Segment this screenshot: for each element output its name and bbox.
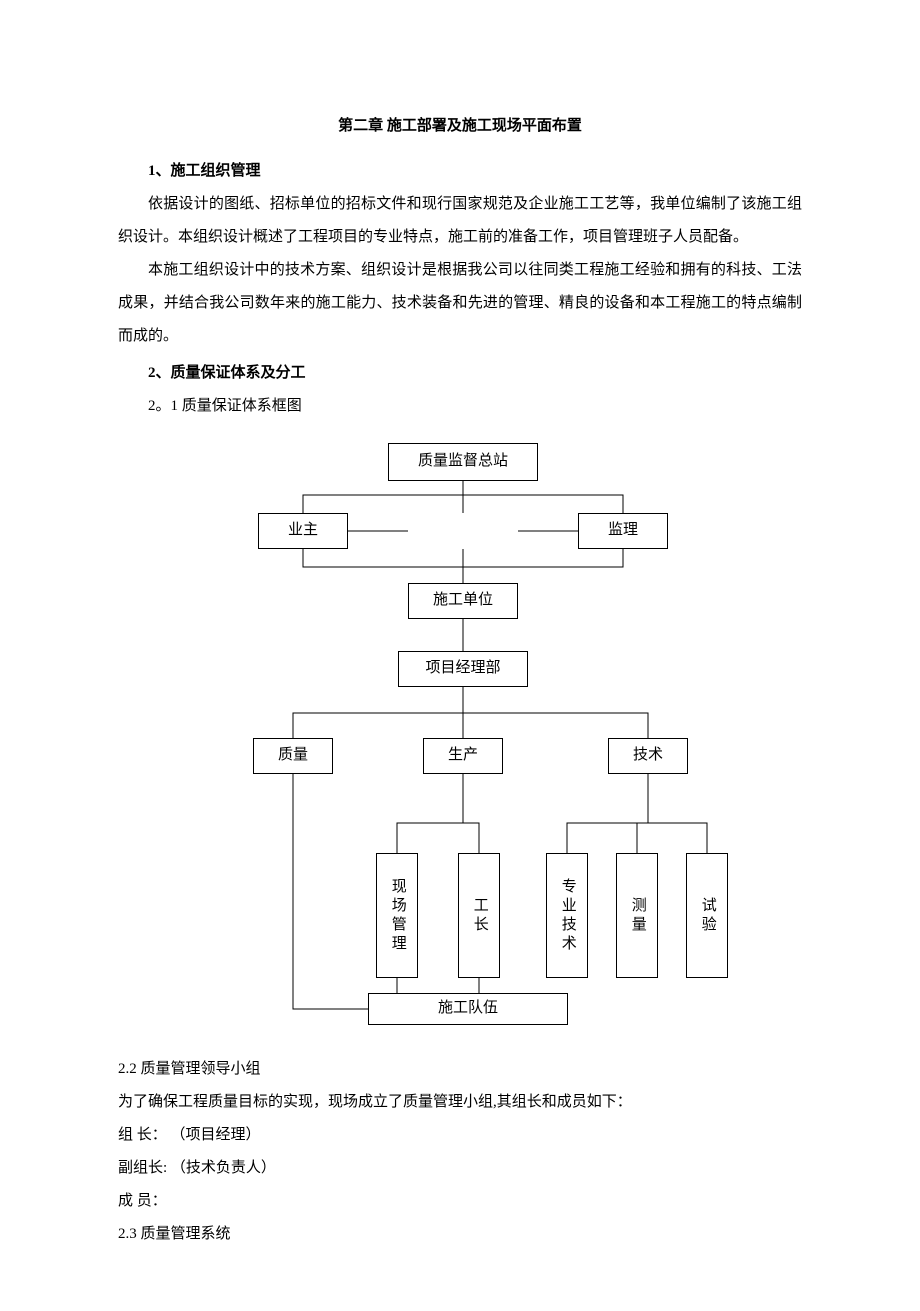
section-1-para-1: 依据设计的图纸、招标单位的招标文件和现行国家规范及企业施工工艺等，我单位编制了该… <box>118 188 802 254</box>
node-quality-station: 质量监督总站 <box>388 443 538 481</box>
node-test: 试验 <box>686 853 728 978</box>
section-1-heading: 1、施工组织管理 <box>118 155 802 188</box>
section-2-1-label: 2。1 质量保证体系框图 <box>118 390 802 423</box>
section-2-heading: 2、质量保证体系及分工 <box>118 357 802 390</box>
node-pm-dept: 项目经理部 <box>398 651 528 687</box>
node-label: 技术 <box>633 746 663 766</box>
node-production: 生产 <box>423 738 503 774</box>
node-label: 工长 <box>469 897 489 935</box>
node-label: 测量 <box>627 897 647 935</box>
node-crew: 施工队伍 <box>368 993 568 1025</box>
node-label: 试验 <box>697 897 717 935</box>
node-label: 生产 <box>448 746 478 766</box>
team-leader: 组 长： （项目经理） <box>118 1119 802 1152</box>
section-1-para-2: 本施工组织设计中的技术方案、组织设计是根据我公司以往同类工程施工经验和拥有的科技… <box>118 254 802 353</box>
node-label: 专业技术 <box>557 878 577 954</box>
node-foreman: 工长 <box>458 853 500 978</box>
section-2-2-label: 2.2 质量管理领导小组 <box>118 1053 802 1086</box>
node-site-mgmt: 现场管理 <box>376 853 418 978</box>
node-survey: 测量 <box>616 853 658 978</box>
node-label: 项目经理部 <box>425 659 500 679</box>
node-supervisor: 监理 <box>578 513 668 549</box>
team-member: 成 员： <box>118 1185 802 1218</box>
node-quality: 质量 <box>253 738 333 774</box>
section-2-3-label: 2.3 质量管理系统 <box>118 1218 802 1251</box>
section-2-2-para: 为了确保工程质量目标的实现，现场成立了质量管理小组,其组长和成员如下： <box>118 1086 802 1119</box>
node-label: 业主 <box>288 521 318 541</box>
node-label: 监理 <box>608 521 638 541</box>
chapter-title: 第二章 施工部署及施工现场平面布置 <box>118 110 802 143</box>
node-tech: 技术 <box>608 738 688 774</box>
node-label: 施工单位 <box>433 591 493 611</box>
node-contractor: 施工单位 <box>408 583 518 619</box>
node-label: 质量 <box>278 746 308 766</box>
node-spec-tech: 专业技术 <box>546 853 588 978</box>
node-label: 质量监督总站 <box>418 452 508 472</box>
node-label: 现场管理 <box>387 878 407 954</box>
team-vice-leader: 副组长: （技术负责人） <box>118 1152 802 1185</box>
quality-assurance-flowchart: 质量监督总站 业主 监理 施工单位 项目经理部 质量 生产 技术 现场管理 工长… <box>118 433 802 1053</box>
node-owner: 业主 <box>258 513 348 549</box>
node-label: 施工队伍 <box>438 999 498 1019</box>
